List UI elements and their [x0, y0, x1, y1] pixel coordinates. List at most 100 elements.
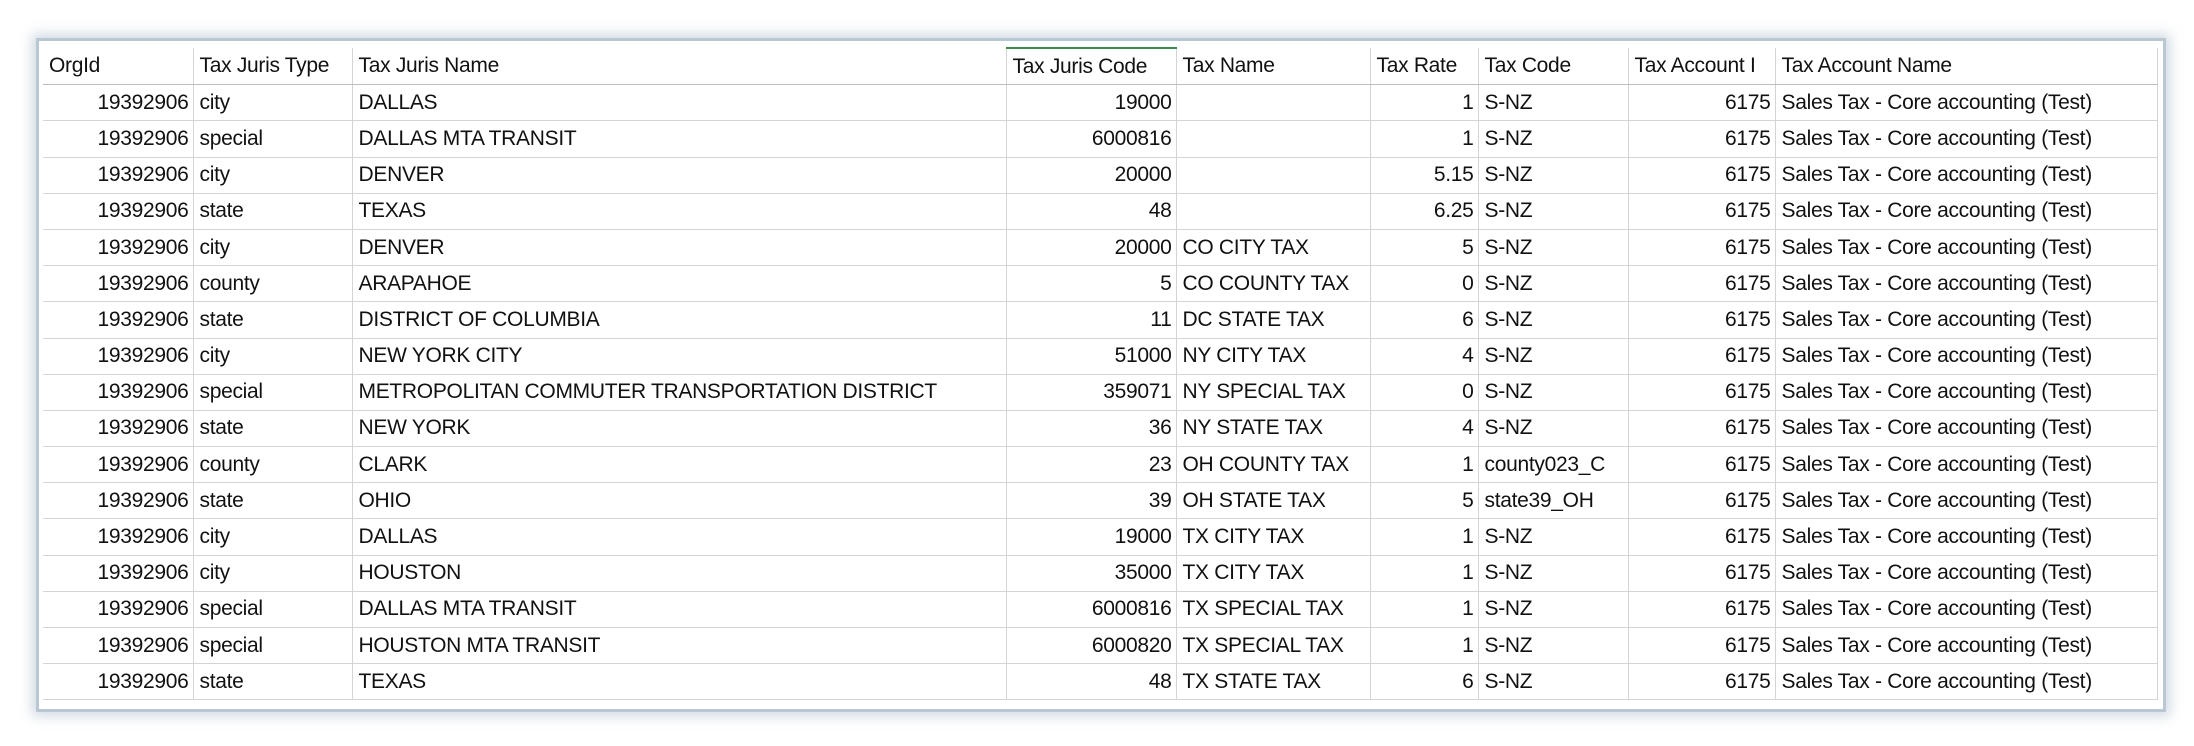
cell[interactable]: S-NZ — [1478, 555, 1629, 592]
cell[interactable]: Sales Tax - Core accounting (Test) — [1775, 84, 2158, 122]
cell[interactable]: special — [193, 374, 353, 411]
column-header[interactable]: OrgId — [43, 48, 194, 86]
cell[interactable]: NY SPECIAL TAX — [1176, 374, 1371, 411]
cell[interactable]: county — [193, 446, 353, 484]
cell[interactable]: 6175 — [1628, 157, 1776, 194]
cell[interactable]: NY CITY TAX — [1176, 338, 1371, 375]
cell[interactable]: 5 — [1370, 482, 1479, 520]
cell[interactable]: TX SPECIAL TAX — [1176, 627, 1371, 665]
cell[interactable]: 19392906 — [43, 482, 194, 520]
cell[interactable]: city — [193, 157, 353, 194]
cell[interactable]: 19392906 — [43, 627, 194, 665]
cell[interactable]: NEW YORK — [352, 410, 1007, 448]
cell[interactable]: 6175 — [1628, 120, 1776, 158]
cell[interactable]: 19392906 — [43, 84, 194, 122]
cell[interactable]: NEW YORK CITY — [352, 338, 1007, 375]
cell[interactable]: 0 — [1370, 265, 1479, 303]
cell[interactable]: 19392906 — [43, 338, 194, 375]
cell[interactable]: 19392906 — [43, 518, 194, 556]
cell[interactable]: 19392906 — [43, 120, 194, 158]
cell[interactable] — [1176, 157, 1371, 194]
cell[interactable]: 23 — [1006, 446, 1177, 484]
cell[interactable]: OH STATE TAX — [1176, 482, 1371, 520]
cell[interactable]: OH COUNTY TAX — [1176, 446, 1371, 484]
cell[interactable]: county023_C — [1478, 446, 1629, 484]
cell[interactable]: Sales Tax - Core accounting (Test) — [1775, 338, 2158, 375]
cell[interactable]: 11 — [1006, 301, 1177, 339]
cell[interactable]: S-NZ — [1478, 518, 1629, 556]
cell[interactable]: Sales Tax - Core accounting (Test) — [1775, 120, 2158, 158]
cell[interactable]: S-NZ — [1478, 265, 1629, 303]
cell[interactable]: ARAPAHOE — [352, 265, 1007, 303]
cell[interactable]: special — [193, 120, 353, 158]
cell[interactable]: state39_OH — [1478, 482, 1629, 520]
cell[interactable]: city — [193, 84, 353, 122]
cell[interactable]: 19392906 — [43, 301, 194, 339]
cell[interactable]: S-NZ — [1478, 301, 1629, 339]
cell[interactable]: 6175 — [1628, 410, 1776, 448]
cell[interactable]: city — [193, 555, 353, 592]
cell[interactable]: DC STATE TAX — [1176, 301, 1371, 339]
cell[interactable]: Sales Tax - Core accounting (Test) — [1775, 518, 2158, 556]
cell[interactable]: 6 — [1370, 301, 1479, 339]
cell[interactable]: 6175 — [1628, 229, 1776, 267]
cell[interactable]: Sales Tax - Core accounting (Test) — [1775, 663, 2158, 701]
cell[interactable]: S-NZ — [1478, 374, 1629, 411]
cell[interactable]: Sales Tax - Core accounting (Test) — [1775, 301, 2158, 339]
cell[interactable] — [1176, 84, 1371, 122]
cell[interactable]: Sales Tax - Core accounting (Test) — [1775, 157, 2158, 194]
cell[interactable]: 6175 — [1628, 663, 1776, 701]
cell[interactable]: Sales Tax - Core accounting (Test) — [1775, 555, 2158, 592]
column-header[interactable]: Tax Juris Type — [193, 48, 353, 86]
cell[interactable]: S-NZ — [1478, 591, 1629, 629]
cell[interactable]: 19000 — [1006, 84, 1177, 122]
cell[interactable]: 39 — [1006, 482, 1177, 520]
cell[interactable]: 1 — [1370, 591, 1479, 629]
cell[interactable]: 6175 — [1628, 374, 1776, 411]
cell[interactable]: 48 — [1006, 663, 1177, 701]
cell[interactable]: city — [193, 518, 353, 556]
cell[interactable]: S-NZ — [1478, 193, 1629, 230]
cell[interactable]: 6000820 — [1006, 627, 1177, 665]
cell[interactable]: special — [193, 627, 353, 665]
cell[interactable]: 6175 — [1628, 84, 1776, 122]
cell[interactable]: CLARK — [352, 446, 1007, 484]
cell[interactable]: 1 — [1370, 120, 1479, 158]
cell[interactable]: 1 — [1370, 446, 1479, 484]
cell[interactable]: Sales Tax - Core accounting (Test) — [1775, 446, 2158, 484]
cell[interactable]: 35000 — [1006, 555, 1177, 592]
cell[interactable]: state — [193, 482, 353, 520]
cell[interactable]: 1 — [1370, 84, 1479, 122]
cell[interactable]: 6.25 — [1370, 193, 1479, 230]
column-header[interactable]: Tax Account I — [1628, 48, 1776, 86]
cell[interactable]: 6175 — [1628, 627, 1776, 665]
cell[interactable]: 19392906 — [43, 555, 194, 592]
cell[interactable]: S-NZ — [1478, 84, 1629, 122]
cell[interactable]: DALLAS MTA TRANSIT — [352, 120, 1007, 158]
cell[interactable]: 6175 — [1628, 265, 1776, 303]
cell[interactable]: 51000 — [1006, 338, 1177, 375]
cell[interactable]: 1 — [1370, 518, 1479, 556]
cell[interactable]: 19392906 — [43, 410, 194, 448]
cell[interactable]: DENVER — [352, 157, 1007, 194]
cell[interactable]: 19000 — [1006, 518, 1177, 556]
cell[interactable]: TX SPECIAL TAX — [1176, 591, 1371, 629]
cell[interactable]: 1 — [1370, 627, 1479, 665]
cell[interactable]: 19392906 — [43, 265, 194, 303]
cell[interactable]: 6175 — [1628, 482, 1776, 520]
cell[interactable]: DENVER — [352, 229, 1007, 267]
cell[interactable]: S-NZ — [1478, 157, 1629, 194]
cell[interactable]: CO CITY TAX — [1176, 229, 1371, 267]
cell[interactable]: 0 — [1370, 374, 1479, 411]
column-header[interactable]: Tax Juris Name — [352, 48, 1007, 86]
cell[interactable]: TEXAS — [352, 193, 1007, 230]
cell[interactable]: county — [193, 265, 353, 303]
cell[interactable] — [1176, 193, 1371, 230]
cell[interactable]: 6175 — [1628, 591, 1776, 629]
cell[interactable]: OHIO — [352, 482, 1007, 520]
cell[interactable]: 6000816 — [1006, 591, 1177, 629]
cell[interactable]: 36 — [1006, 410, 1177, 448]
cell[interactable]: 6 — [1370, 663, 1479, 701]
cell[interactable]: special — [193, 591, 353, 629]
cell[interactable]: 20000 — [1006, 157, 1177, 194]
